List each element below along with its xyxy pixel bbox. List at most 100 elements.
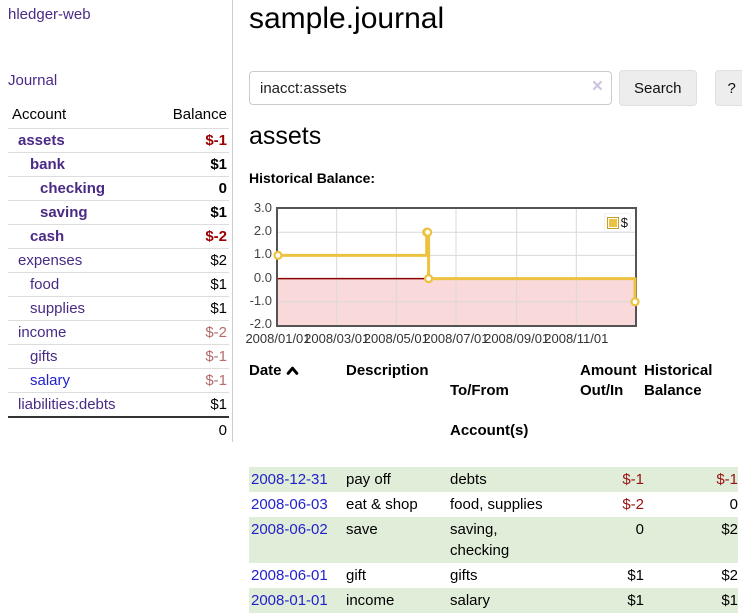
account-balance: $1	[149, 272, 229, 297]
register-table: Date Description To/From Account(s) Amou…	[249, 361, 738, 613]
balance-chart: $ 3.0 2.0 1.0 0.0 -1.0 -2.0 2008/01/01 2008/03/…	[245, 200, 669, 347]
account-link[interactable]: food	[30, 276, 60, 293]
account-link[interactable]: supplies	[30, 300, 86, 317]
balance-column-header: Balance	[149, 104, 229, 129]
account-balance: $1	[149, 296, 229, 321]
accounts-column-header: To/From Account(s)	[450, 382, 529, 439]
search-input[interactable]	[249, 71, 612, 105]
chart-title: Historical Balance:	[249, 170, 376, 186]
transaction-description: save	[346, 521, 378, 538]
account-row: gifts $-1	[8, 344, 229, 369]
y-axis-tick: 2.0	[253, 223, 272, 239]
x-axis-tick: 2008/05/01	[363, 331, 429, 346]
account-balance: $1	[210, 396, 227, 413]
account-balance: $1	[149, 200, 229, 225]
y-axis-tick: -1.0	[249, 292, 272, 308]
date-column-header[interactable]: Date	[249, 361, 346, 467]
account-row: liabilities:debts $1	[8, 393, 229, 418]
y-axis-tick: -2.0	[249, 316, 272, 331]
account-link[interactable]: cash	[30, 228, 65, 245]
sort-ascending-icon	[286, 366, 298, 375]
account-balance: $-1	[149, 344, 229, 369]
account-row: assets $-1	[8, 128, 229, 153]
account-balance: $-1	[149, 368, 229, 393]
transaction-date-link[interactable]: 2008-06-01	[251, 567, 328, 584]
accounts-total-row: 0	[8, 416, 229, 442]
transaction-balance: $1	[721, 592, 738, 609]
x-axis-tick: 2008/03/01	[304, 331, 370, 346]
chart-legend: $	[603, 213, 631, 232]
account-table-header-row: Account Balance	[8, 104, 229, 129]
chart-plot: $	[273, 207, 640, 327]
account-balance: $1	[149, 152, 229, 177]
transaction-balance: 0	[729, 496, 738, 513]
legend-swatch-icon	[606, 216, 619, 229]
transaction-description: pay off	[346, 471, 391, 488]
sidebar: hledger-web Journal Account Balance asse…	[0, 0, 233, 442]
y-axis-tick: 1.0	[253, 246, 272, 262]
transaction-date-link[interactable]: 2008-01-01	[251, 592, 328, 609]
register-header-row: Date Description To/From Account(s) Amou…	[249, 361, 738, 467]
transaction-accounts: debts	[450, 471, 487, 488]
account-row: checking 0	[8, 176, 229, 201]
account-link[interactable]: income	[18, 324, 67, 341]
transaction-date-link[interactable]: 2008-12-31	[251, 471, 328, 488]
transaction-accounts: salary	[450, 592, 491, 609]
account-link[interactable]: expenses	[18, 252, 83, 269]
account-link[interactable]: saving	[40, 204, 88, 221]
main-content: sample.journal × Search ? assets Histori…	[245, 0, 742, 613]
app-brand-link[interactable]: hledger-web	[8, 6, 91, 23]
transaction-accounts: saving, checking	[450, 521, 510, 559]
account-heading: assets	[249, 122, 322, 150]
transaction-balance: $-1	[716, 471, 738, 488]
transaction-row: 2008-12-31 pay off debts $-1 $-1	[249, 467, 738, 492]
transaction-description: income	[346, 592, 395, 609]
transaction-row: 2008-06-02 save saving, checking 0 $2	[249, 517, 738, 563]
transaction-amount: $1	[627, 567, 644, 584]
account-link[interactable]: salary	[30, 372, 71, 389]
sidebar-item-journal[interactable]: Journal	[8, 72, 58, 89]
account-balance: $-2	[149, 224, 229, 249]
account-link[interactable]: assets	[18, 132, 65, 149]
y-axis-tick: 3.0	[253, 200, 272, 215]
account-link[interactable]: gifts	[30, 348, 58, 365]
account-link[interactable]: bank	[30, 156, 66, 173]
transaction-balance: $2	[721, 567, 738, 584]
help-button[interactable]: ?	[714, 70, 742, 106]
search-button[interactable]: Search	[619, 70, 697, 106]
page-title: sample.journal	[249, 2, 445, 35]
transaction-amount: $1	[627, 592, 644, 609]
transaction-row: 2008-06-03 eat & shop food, supplies $-2…	[249, 492, 738, 517]
clear-search-icon[interactable]: ×	[591, 76, 603, 97]
account-balance: $-1	[149, 128, 229, 153]
account-row: supplies $1	[8, 296, 229, 321]
transaction-row: 2008-01-01 income salary $1 $1	[249, 588, 738, 613]
x-axis-tick: 2008/07/01	[423, 331, 489, 346]
x-axis-tick: 2008/01/01	[245, 331, 311, 346]
account-link[interactable]: checking	[40, 180, 106, 197]
transaction-accounts: food, supplies	[450, 496, 543, 513]
transaction-accounts: gifts	[450, 567, 478, 584]
transaction-description: gift	[346, 567, 367, 584]
account-row: salary $-1	[8, 368, 229, 393]
transaction-amount: 0	[635, 521, 644, 538]
account-balance: 0	[149, 176, 229, 201]
transaction-row: 2008-06-01 gift gifts $1 $2	[249, 563, 738, 588]
transaction-date-link[interactable]: 2008-06-03	[251, 496, 328, 513]
amount-column-header: Amount Out/In	[580, 362, 637, 399]
account-row: cash $-2	[8, 224, 229, 249]
x-axis-tick: 2008/11/01	[544, 331, 609, 346]
account-balance: $-2	[149, 320, 229, 345]
legend-label: $	[620, 215, 628, 230]
balance-column-header: Historical Balance	[644, 362, 713, 399]
account-balance: $2	[149, 248, 229, 273]
transaction-amount: $-2	[622, 496, 644, 513]
account-balance-table: Account Balance assets $-1 bank $1	[8, 104, 229, 442]
accounts-total-value: 0	[149, 416, 229, 442]
account-link[interactable]: liabilities:debts	[18, 396, 116, 413]
account-row: food $1	[8, 272, 229, 297]
search-form: × Search ?	[249, 70, 742, 106]
transaction-date-link[interactable]: 2008-06-02	[251, 521, 328, 538]
account-column-header: Account	[8, 104, 150, 129]
transaction-balance: $2	[721, 521, 738, 538]
